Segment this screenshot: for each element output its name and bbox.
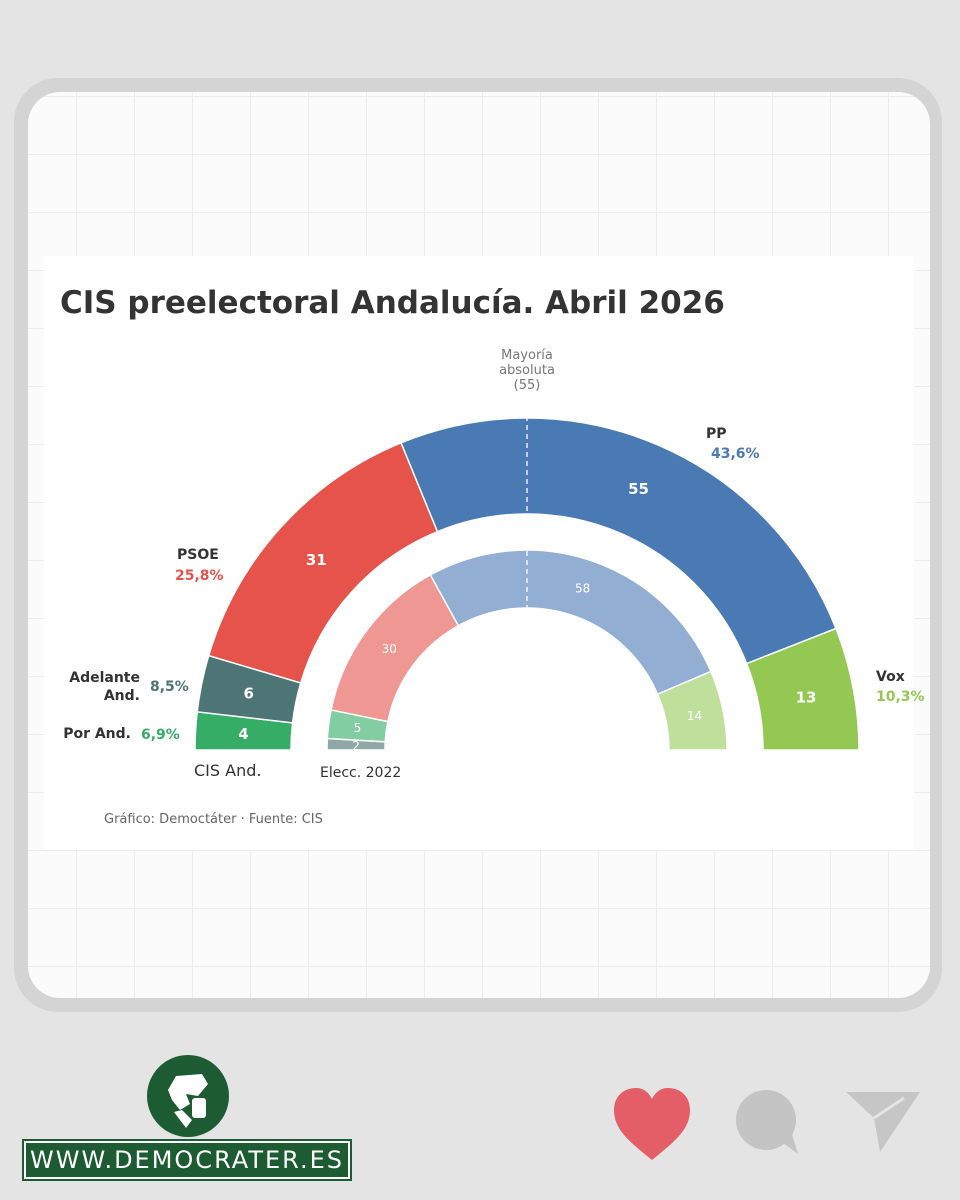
website-url[interactable]: WWW.DEMOCRATER.ES [22, 1139, 352, 1181]
seat-count-cis-and-pp: 55 [628, 480, 649, 498]
party-vote-por-and: 6,9% [141, 727, 180, 743]
seat-arc-elecc-2022-pp [429, 549, 712, 696]
party-vote-vox: 10,3% [876, 689, 925, 705]
seat-count-elecc-2022-pp: 58 [575, 582, 590, 596]
party-name-pp: PP [706, 426, 727, 442]
chart-title: CIS preelectoral Andalucía. Abril 2026 [60, 285, 725, 321]
seat-count-elecc-2022-por-and: 5 [354, 721, 362, 735]
seat-count-elecc-2022-adelante-and: 2 [352, 739, 360, 753]
send-icon[interactable] [842, 1088, 922, 1154]
seat-arc-elecc-2022-vox [656, 670, 728, 751]
seat-count-elecc-2022-psoe: 30 [382, 642, 397, 656]
seat-count-cis-and-vox: 13 [796, 689, 817, 707]
comment-icon[interactable] [732, 1088, 802, 1158]
party-vote-pp: 43,6% [711, 446, 760, 462]
logo-icon [147, 1055, 229, 1137]
seat-count-cis-and-adelante-and: 6 [244, 684, 254, 702]
party-vote-adelante-and: 8,5% [150, 679, 189, 695]
ring-label-elecc-2022: Elecc. 2022 [320, 765, 401, 781]
ring-label-cis-and: CIS And. [194, 761, 261, 780]
party-name-psoe: PSOE [177, 547, 219, 563]
party-name-vox: Vox [876, 669, 905, 685]
majority-label: Mayoría absoluta (55) [499, 348, 555, 393]
heart-icon[interactable] [612, 1086, 692, 1162]
seat-count-cis-and-psoe: 31 [306, 551, 327, 569]
party-vote-psoe: 25,8% [175, 568, 224, 584]
seat-arc-cis-and-pp [400, 417, 837, 665]
seat-arc-cis-and-vox [745, 627, 860, 751]
party-name-adelante-and: Adelante And. [69, 670, 140, 704]
seat-count-elecc-2022-vox: 14 [687, 709, 702, 723]
chart-credit: Gráfico: Democtáter · Fuente: CIS [104, 812, 323, 827]
seat-count-cis-and-por-and: 4 [238, 725, 248, 743]
party-name-por-and: Por And. [63, 726, 131, 742]
